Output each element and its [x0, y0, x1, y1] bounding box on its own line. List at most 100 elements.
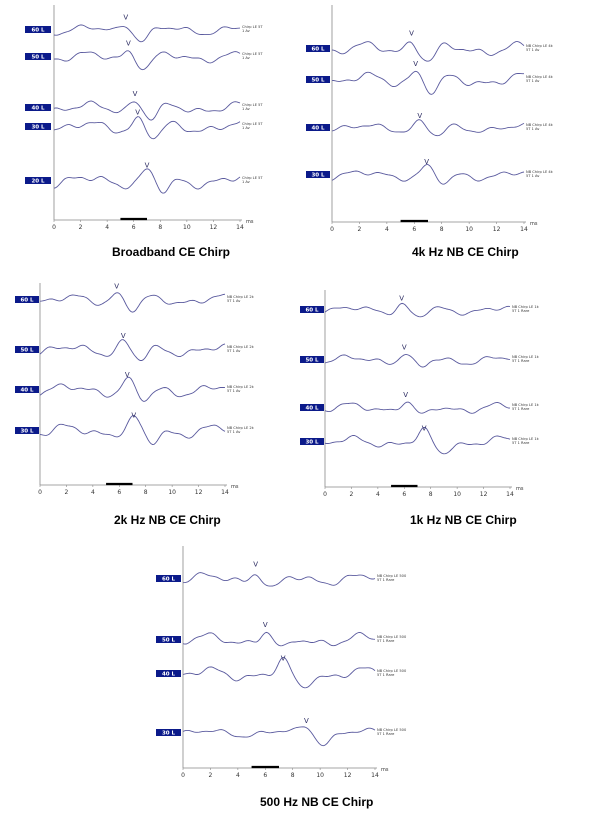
trace-label: NB Chirp LE 2k 5T 1 Av — [227, 426, 255, 434]
x-tick-label: 8 — [144, 489, 148, 496]
x-tick-label: 12 — [195, 489, 203, 496]
level-label-box — [25, 123, 51, 130]
level-label-box — [306, 124, 330, 131]
level-label-box — [300, 404, 324, 411]
x-tick-label: 10 — [168, 489, 176, 496]
trace-label: NB Chirp LE 1k 5T 1 Rare — [512, 355, 540, 363]
x-tick-label: 14 — [371, 772, 379, 779]
level-label: 40 L — [305, 406, 319, 412]
level-label: 30 L — [311, 173, 325, 179]
level-label-box — [300, 438, 324, 445]
waveform-50-l — [53, 50, 241, 71]
x-tick-label: 4 — [385, 226, 389, 233]
level-label: 30 L — [305, 440, 319, 446]
trace-label: Chirp LE 5T 1 Av — [242, 52, 263, 60]
waveform-40-l — [39, 376, 226, 402]
waveform-30-l — [39, 415, 226, 445]
wave-v-marker: V — [413, 60, 418, 68]
level-label-box — [306, 171, 330, 178]
trace-label: NB Chirp LE 4k 5T 1 Av — [526, 44, 554, 52]
waveform-40-l — [331, 119, 525, 137]
x-tick-label: 2 — [65, 489, 69, 496]
waveform-40-l — [53, 100, 241, 121]
level-label-box — [306, 76, 330, 83]
x-tick-label: 6 — [132, 224, 136, 231]
level-label: 50 L — [311, 78, 325, 84]
wave-v-marker: V — [135, 108, 140, 116]
waveform-40-l — [324, 401, 511, 414]
level-label-box — [25, 53, 51, 60]
caption-2k: 2k Hz NB CE Chirp — [114, 513, 221, 527]
level-label-box — [156, 636, 181, 643]
level-label: 60 L — [311, 47, 325, 53]
wave-v-marker: V — [253, 561, 258, 569]
x-tick-label: 4 — [376, 491, 380, 498]
x-tick-label: 4 — [91, 489, 95, 496]
trace-label: NB Chirp LE 500 5T 1 Rare — [377, 635, 407, 643]
level-label: 30 L — [20, 429, 34, 435]
x-tick-label: 14 — [236, 224, 244, 231]
trace-label: NB Chirp LE 4k 5T 1 Av — [526, 75, 554, 83]
level-label-box — [306, 45, 330, 52]
trace-label: NB Chirp LE 2k 5T 1 Av — [227, 295, 255, 303]
caption-500: 500 Hz NB CE Chirp — [260, 795, 374, 809]
waveform-30-l — [324, 426, 511, 455]
caption-4k: 4k Hz NB CE Chirp — [412, 245, 519, 259]
level-label-box — [15, 296, 39, 303]
level-label: 50 L — [162, 638, 176, 644]
x-tick-label: 0 — [52, 224, 56, 231]
trace-label: NB Chirp LE 2k 5T 1 Av — [227, 345, 255, 353]
trace-label: NB Chirp LE 500 5T 1 Rare — [377, 669, 407, 677]
wave-v-marker: V — [304, 717, 309, 725]
waveform-20-l — [53, 168, 241, 194]
x-tick-label: 12 — [210, 224, 218, 231]
x-tick-label: 8 — [440, 226, 444, 233]
x-tick-label: 12 — [480, 491, 488, 498]
level-label: 60 L — [31, 28, 45, 34]
waveform-30-l — [182, 726, 376, 747]
level-label-box — [300, 306, 324, 313]
wave-v-marker: V — [125, 371, 130, 379]
waveform-30-l — [53, 116, 241, 140]
x-tick-label: 8 — [291, 772, 295, 779]
trace-label: NB Chirp LE 1k 5T 1 Rare — [512, 305, 540, 313]
level-label-box — [156, 575, 181, 582]
level-label: 40 L — [162, 672, 176, 678]
x-tick-label: 4 — [236, 772, 240, 779]
level-label: 40 L — [311, 126, 325, 132]
x-tick-label: 2 — [358, 226, 362, 233]
x-tick-label: 0 — [323, 491, 327, 498]
level-label-box — [156, 729, 181, 736]
wave-v-marker: V — [114, 282, 119, 290]
waveform-50-l — [331, 70, 524, 95]
trace-label: Chirp LE 5T 1 Av — [242, 122, 263, 130]
level-label: 60 L — [305, 308, 319, 314]
x-tick-label: 12 — [493, 226, 501, 233]
wave-v-marker: V — [121, 332, 126, 340]
waveform-50-l — [39, 339, 226, 361]
wave-v-marker: V — [422, 424, 427, 432]
wave-v-marker: V — [417, 112, 422, 120]
x-tick-label: 6 — [412, 226, 416, 233]
level-label: 60 L — [20, 298, 34, 304]
level-label: 40 L — [31, 106, 45, 112]
level-label-box — [300, 356, 324, 363]
level-label: 20 L — [31, 179, 45, 185]
level-label: 30 L — [31, 125, 45, 131]
wave-v-marker: V — [123, 13, 128, 21]
waveform-60-l — [182, 572, 376, 587]
trace-label: Chirp LE 5T 1 Av — [242, 103, 263, 111]
level-label: 50 L — [31, 55, 45, 61]
trace-label: Chirp LE 5T 1 Av — [242, 176, 263, 184]
level-label-box — [15, 346, 39, 353]
trace-label: NB Chirp LE 1k 5T 1 Rare — [512, 403, 540, 411]
level-label-box — [25, 26, 51, 33]
x-tick-label: 8 — [429, 491, 433, 498]
x-tick-label: 14 — [506, 491, 514, 498]
